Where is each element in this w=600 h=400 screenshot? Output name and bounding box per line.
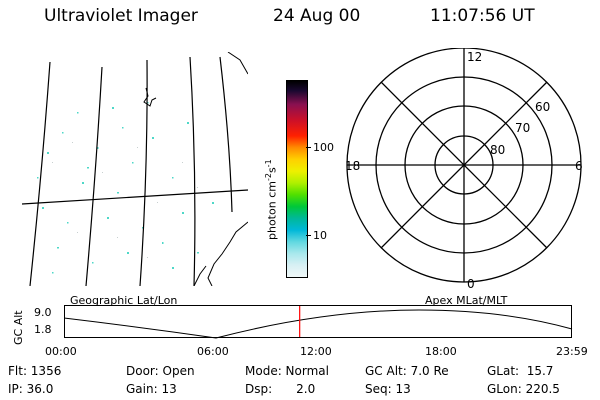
mlt-label-18: 18 <box>345 159 360 173</box>
dsp-readout: Dsp: 2.0 <box>245 382 316 396</box>
time-tick-1800: 18:00 <box>425 345 457 358</box>
uv-background-speckles <box>52 142 198 258</box>
orbit-altitude-timeline <box>64 305 573 339</box>
header-date: 24 Aug 00 <box>273 6 361 26</box>
colorbar-tick-10 <box>306 235 311 236</box>
lat-lon-grid <box>22 56 248 286</box>
polar-mlat-mlt-plot: 12 18 6 0 60 70 80 <box>345 48 583 290</box>
time-tick-2359: 23:59 <box>556 345 588 358</box>
mlt-label-6: 6 <box>575 159 583 173</box>
uv-emission-speckles <box>37 102 214 274</box>
mlat-label-60: 60 <box>535 100 550 114</box>
coastline <box>143 52 248 286</box>
colorbar-label-100: 100 <box>313 141 334 154</box>
instrument-title: Ultraviolet Imager <box>44 6 198 26</box>
gc-alt-tick-min: 1.8 <box>34 323 52 336</box>
time-tick-0000: 00:00 <box>45 345 77 358</box>
time-tick-0600: 06:00 <box>197 345 229 358</box>
geographic-image-panel <box>22 52 248 286</box>
mlt-label-12: 12 <box>467 50 482 64</box>
ip-readout: IP: 36.0 <box>8 382 54 396</box>
mlt-label-0: 0 <box>467 277 475 290</box>
apex-label: Apex MLat/MLT <box>425 294 508 307</box>
timeline-frame <box>64 305 572 338</box>
time-tick-1200: 12:00 <box>300 345 332 358</box>
mlat-label-70: 70 <box>515 121 530 135</box>
seq-readout: Seq: 13 <box>365 382 411 396</box>
mlat-label-80: 80 <box>490 143 505 157</box>
gc-alt-tick-max: 9.0 <box>34 306 52 319</box>
colorbar-label-10: 10 <box>313 229 327 242</box>
altitude-curve <box>64 309 573 339</box>
flight-readout: Flt: 1356 <box>8 364 62 378</box>
colorbar <box>286 80 308 278</box>
colorbar-unit-label: photon cm-2s-1 <box>264 159 279 240</box>
glon-readout: GLon: 220.5 <box>487 382 560 396</box>
mlt-meridians <box>347 48 581 282</box>
colorbar-tick-100 <box>306 147 311 148</box>
gc-alt-readout: GC Alt: 7.0 Re <box>365 364 449 378</box>
geographic-label: Geographic Lat/Lon <box>70 294 178 307</box>
door-readout: Door: Open <box>126 364 195 378</box>
gc-alt-axis-label: GC Alt <box>12 310 25 345</box>
glat-readout: GLat: 15.7 <box>487 364 554 378</box>
mode-readout: Mode: Normal <box>245 364 329 378</box>
header-time: 11:07:56 UT <box>430 6 535 26</box>
gain-readout: Gain: 13 <box>126 382 177 396</box>
